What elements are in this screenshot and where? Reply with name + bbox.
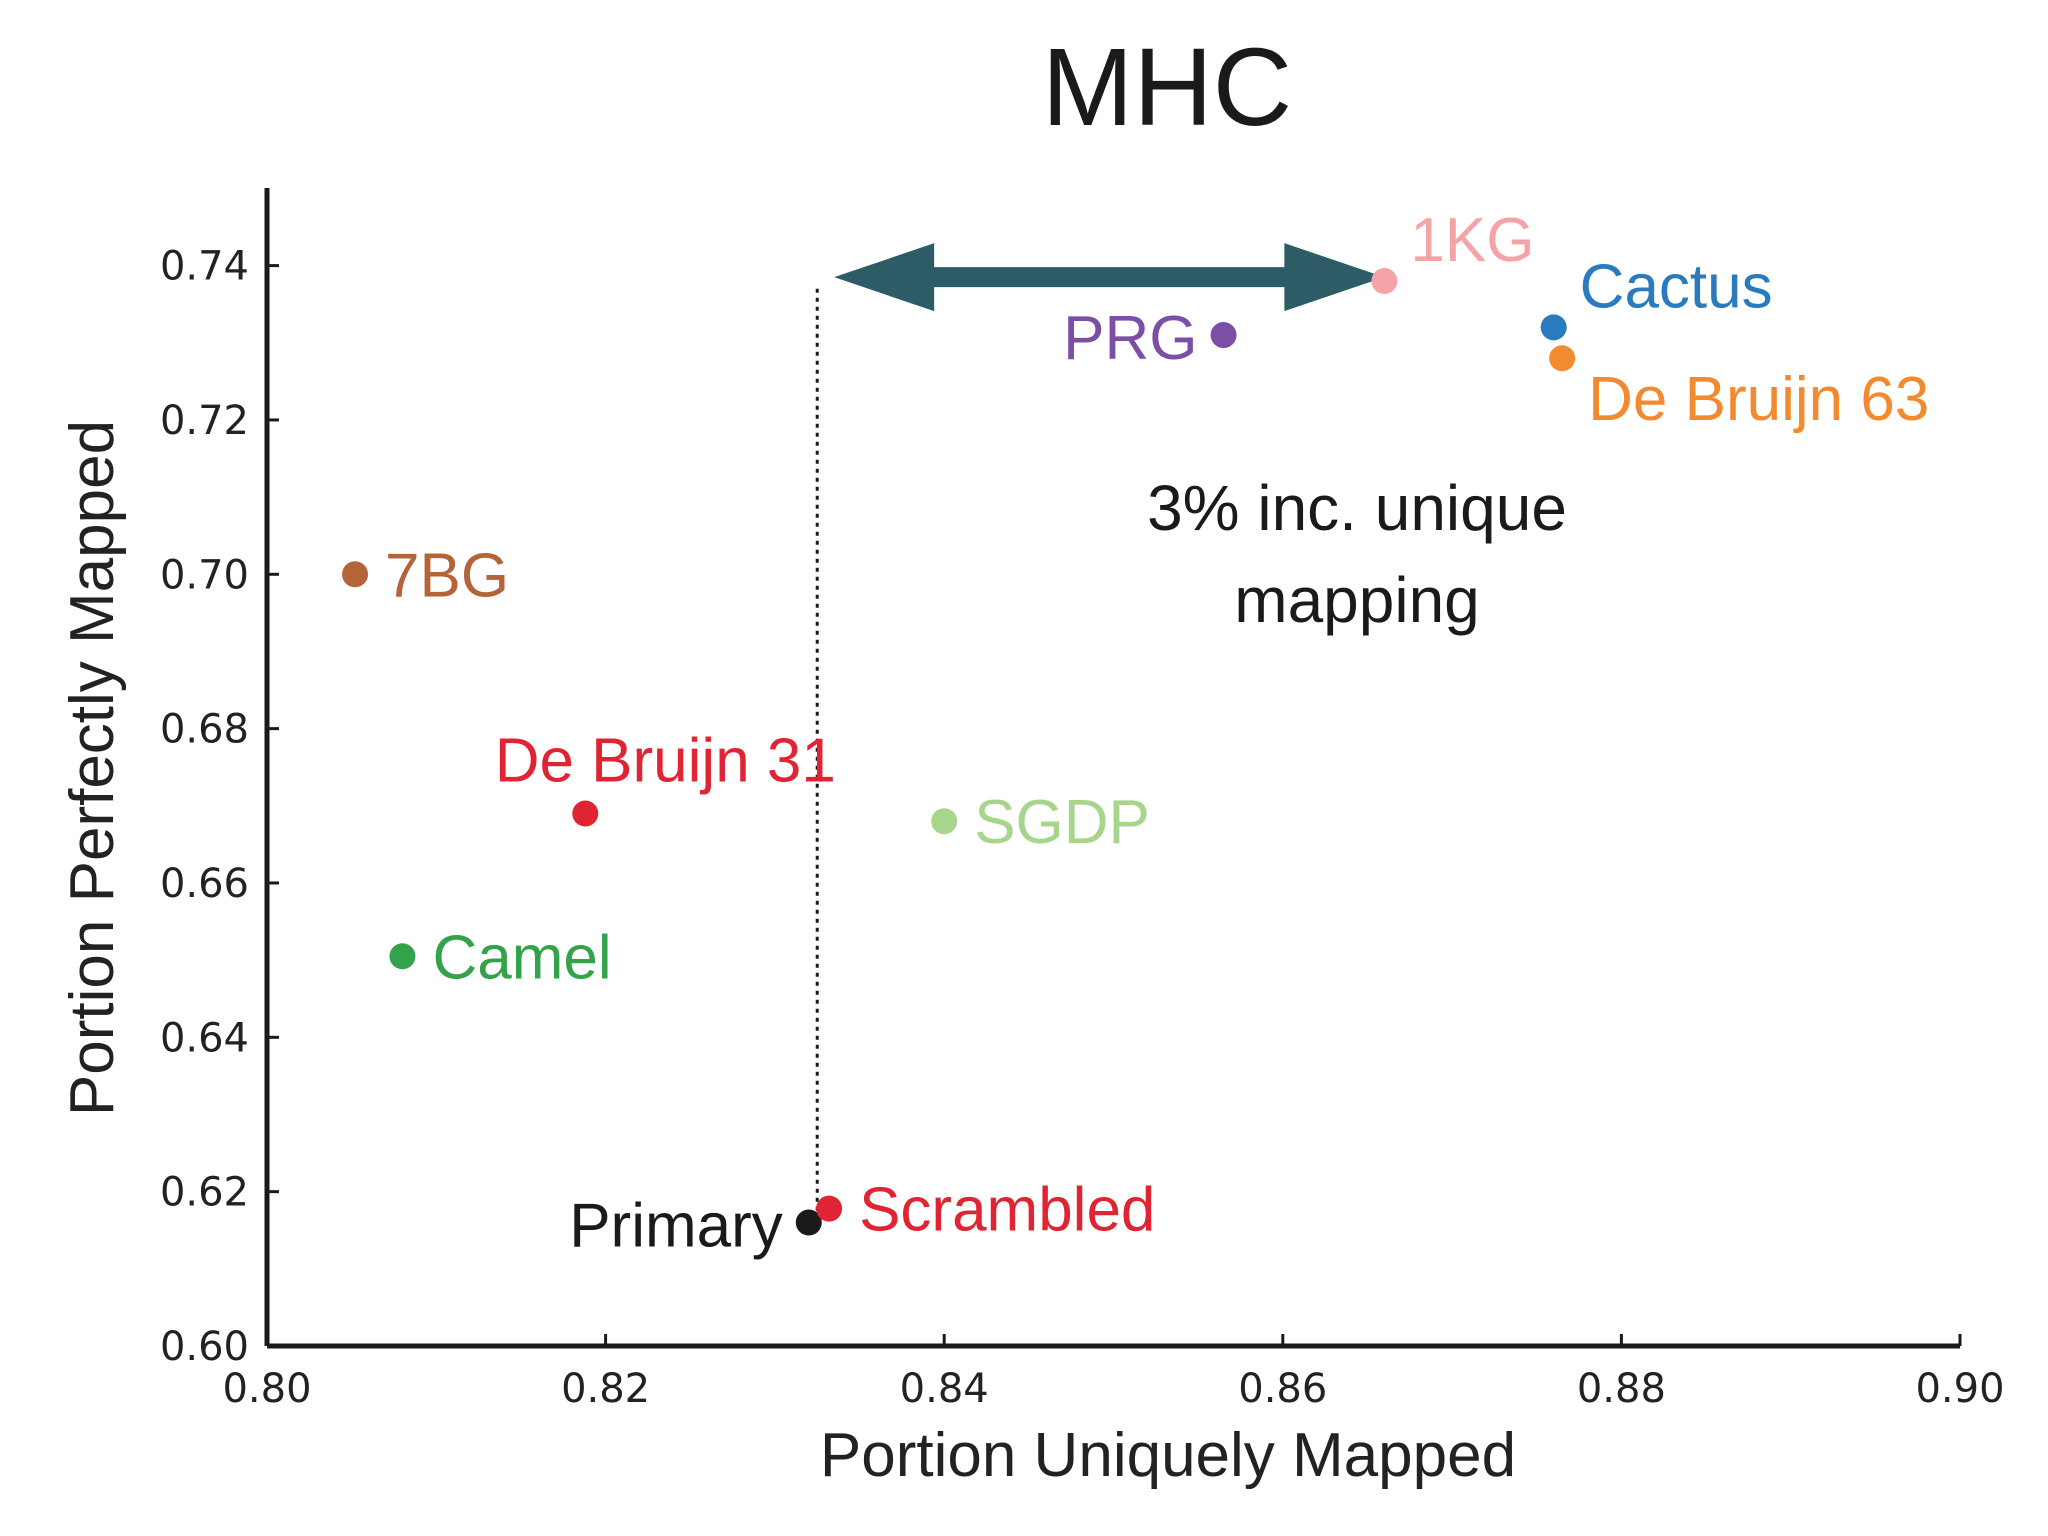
point-label-camel: Camel (432, 923, 611, 992)
annotation-text-line-2: mapping (1234, 564, 1480, 636)
chart-title: MHC (1042, 26, 1293, 149)
annotation-layer (815, 243, 1385, 1211)
point-label-scrambled: Scrambled (859, 1176, 1155, 1245)
point-sgdp (931, 808, 958, 835)
point-primary (795, 1209, 822, 1236)
point-de-bruijn-31 (572, 800, 599, 827)
point-label-de-bruijn-63: De Bruijn 63 (1588, 365, 1929, 434)
point-label-7bg: 7BG (385, 541, 509, 610)
y-axis-title: Portion Perfectly Mapped (58, 420, 127, 1116)
point-label-cactus: Cactus (1580, 252, 1773, 321)
x-tick-label-2: 0.84 (900, 1366, 989, 1412)
x-tick-label-3: 0.86 (1238, 1366, 1327, 1412)
y-tick-label-7: 0.74 (160, 244, 249, 290)
y-tick-label-4: 0.68 (160, 707, 249, 753)
point-label-1kg: 1KG (1410, 206, 1534, 275)
y-tick-label-6: 0.72 (160, 398, 249, 444)
point-1kg (1371, 268, 1398, 295)
y-tick-label-5: 0.70 (160, 552, 249, 598)
x-axis-title: Portion Uniquely Mapped (820, 1421, 1516, 1490)
tick-layer: 0.80 0.82 0.84 0.86 0.88 0.90 0.60 0.62 0.64 0.66… (160, 244, 2005, 1412)
y-tick-label-2: 0.64 (160, 1015, 249, 1061)
point-label-primary: Primary (569, 1192, 783, 1261)
x-tick-label-1: 0.82 (561, 1366, 650, 1412)
point-de-bruijn-63 (1549, 345, 1576, 372)
point-label-de-bruijn-31: De Bruijn 31 (495, 727, 836, 796)
point-cactus (1540, 314, 1567, 341)
y-tick-label-0: 0.60 (160, 1324, 249, 1370)
point-label-sgdp: SGDP (974, 788, 1150, 857)
point-7bg (342, 561, 369, 588)
y-tick-label-3: 0.66 (160, 861, 249, 907)
point-scrambled (816, 1195, 843, 1222)
point-label-prg: PRG (1063, 304, 1197, 373)
y-tick-label-1: 0.62 (160, 1170, 249, 1216)
double-arrow (834, 243, 1385, 312)
x-tick-label-4: 0.88 (1577, 1366, 1666, 1412)
points-layer: 1KG Cactus De Bruijn 63 PRG 7BG De Bruijn 31 S… (342, 206, 1929, 1261)
point-prg (1210, 322, 1237, 349)
annotation-text-line-1: 3% inc. unique (1147, 472, 1567, 544)
point-camel (389, 943, 416, 970)
x-tick-label-5: 0.90 (1915, 1366, 2004, 1412)
x-tick-label-0: 0.80 (222, 1366, 311, 1412)
